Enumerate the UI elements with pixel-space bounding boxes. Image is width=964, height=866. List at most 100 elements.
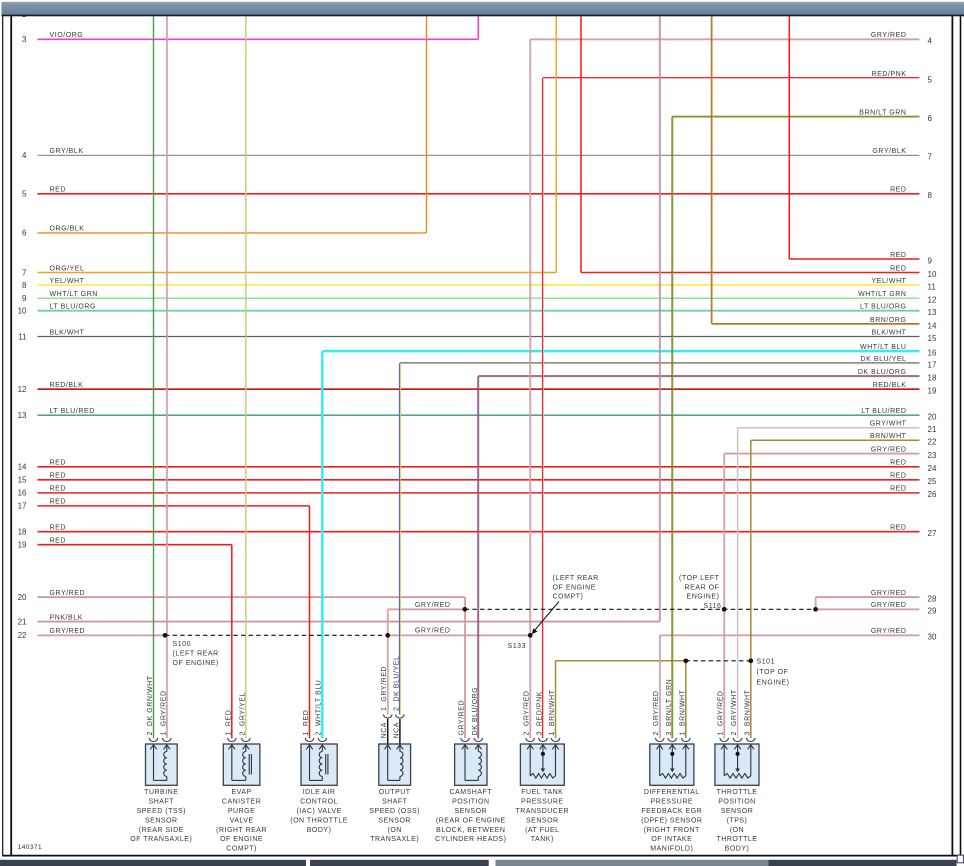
- svg-text:PNK/BLK: PNK/BLK: [50, 614, 83, 621]
- svg-text:18: 18: [18, 528, 27, 537]
- svg-text:POSITION: POSITION: [718, 799, 755, 806]
- svg-text:FUEL TANK: FUEL TANK: [521, 789, 563, 796]
- svg-text:(LEFT REAR: (LEFT REAR: [173, 651, 219, 658]
- svg-text:WHT/LT BLU: WHT/LT BLU: [860, 344, 906, 351]
- svg-text:RED: RED: [890, 473, 906, 480]
- svg-text:4: 4: [22, 151, 27, 160]
- svg-text:8: 8: [928, 191, 933, 200]
- svg-text:16: 16: [928, 348, 937, 357]
- svg-text:6: 6: [928, 114, 933, 123]
- svg-text:SENSOR: SENSOR: [145, 817, 178, 824]
- svg-text:GRY/RED: GRY/RED: [415, 602, 451, 609]
- svg-text:BLK/WHT: BLK/WHT: [50, 329, 85, 336]
- svg-text:1 GRY/RED: 1 GRY/RED: [160, 690, 167, 735]
- svg-text:10: 10: [18, 307, 27, 316]
- svg-text:RED: RED: [890, 525, 906, 532]
- svg-text:(REAR OF ENGINE: (REAR OF ENGINE: [436, 817, 506, 824]
- svg-text:2 GRY/RED: 2 GRY/RED: [653, 690, 660, 735]
- svg-text:TRANSDUCER: TRANSDUCER: [515, 808, 569, 815]
- svg-text:RED: RED: [50, 486, 66, 493]
- svg-text:LT BLU/ORG: LT BLU/ORG: [860, 304, 906, 311]
- svg-text:BODY): BODY): [725, 846, 750, 853]
- svg-text:(IAC) VALVE: (IAC) VALVE: [296, 808, 341, 815]
- svg-text:140371: 140371: [18, 844, 42, 851]
- svg-text:TURBINE: TURBINE: [144, 789, 178, 796]
- svg-text:10: 10: [928, 270, 937, 279]
- svg-text:RED: RED: [50, 525, 66, 532]
- svg-text:SHAFT: SHAFT: [382, 799, 408, 806]
- svg-text:SPEED (OSS): SPEED (OSS): [369, 808, 420, 815]
- svg-text:CONTROL: CONTROL: [300, 799, 338, 806]
- svg-text:DK BLU/ORG: DK BLU/ORG: [472, 687, 479, 736]
- svg-text:RED: RED: [50, 473, 66, 480]
- svg-text:19: 19: [18, 541, 27, 550]
- svg-text:6: 6: [22, 229, 27, 238]
- svg-text:22: 22: [928, 438, 937, 447]
- svg-text:OF INTAKE: OF INTAKE: [651, 836, 692, 843]
- svg-text:YEL/WHT: YEL/WHT: [872, 278, 907, 285]
- svg-text:S116: S116: [703, 603, 721, 610]
- svg-text:GRY/RED: GRY/RED: [871, 32, 907, 39]
- svg-text:PRESSURE: PRESSURE: [651, 799, 694, 806]
- svg-text:RED: RED: [50, 460, 66, 467]
- svg-text:NCA: NCA: [393, 722, 400, 738]
- svg-text:9: 9: [928, 256, 933, 265]
- svg-text:S133: S133: [508, 643, 527, 650]
- svg-text:REAR OF: REAR OF: [685, 584, 720, 591]
- svg-text:8: 8: [22, 281, 27, 290]
- svg-text:15: 15: [928, 334, 937, 343]
- svg-text:2 WHT/LT BLU: 2 WHT/LT BLU: [316, 680, 323, 736]
- svg-text:25: 25: [928, 477, 937, 486]
- svg-text:GRY/RED: GRY/RED: [871, 590, 907, 597]
- svg-text:S101: S101: [757, 659, 776, 666]
- svg-text:28: 28: [928, 594, 937, 603]
- svg-text:BODY): BODY): [307, 827, 332, 834]
- svg-text:GRY/RED: GRY/RED: [871, 628, 907, 635]
- svg-text:RED: RED: [50, 187, 66, 194]
- svg-text:BRN/LT GRN: BRN/LT GRN: [859, 109, 906, 116]
- svg-text:SENSOR: SENSOR: [378, 817, 411, 824]
- svg-text:GRY/BLK: GRY/BLK: [872, 148, 906, 155]
- svg-text:1 BRN/WHT: 1 BRN/WHT: [679, 689, 686, 735]
- svg-text:GRY/RED: GRY/RED: [50, 628, 86, 635]
- svg-text:RED/PNK: RED/PNK: [872, 71, 907, 78]
- svg-text:DK BLU/YEL: DK BLU/YEL: [861, 356, 907, 363]
- svg-text:OF ENGINE: OF ENGINE: [220, 836, 263, 843]
- svg-text:19: 19: [928, 387, 937, 396]
- svg-text:GRY/WHT: GRY/WHT: [870, 421, 907, 428]
- svg-text:30: 30: [928, 633, 937, 642]
- svg-text:(ON THROTTLE: (ON THROTTLE: [290, 817, 348, 824]
- svg-text:RED: RED: [890, 460, 906, 467]
- svg-text:1 RED: 1 RED: [225, 710, 232, 736]
- svg-text:VALVE: VALVE: [230, 817, 254, 824]
- svg-text:OF ENGINE: OF ENGINE: [553, 584, 596, 591]
- svg-text:ENGINE): ENGINE): [757, 680, 790, 687]
- svg-text:2 DK GRN/WHT: 2 DK GRN/WHT: [147, 675, 154, 735]
- svg-text:CANISTER: CANISTER: [222, 799, 261, 806]
- svg-text:11: 11: [18, 332, 27, 341]
- svg-text:9: 9: [22, 294, 27, 303]
- svg-text:THROTTLE: THROTTLE: [717, 789, 758, 796]
- svg-text:BLOCK, BETWEEN: BLOCK, BETWEEN: [436, 827, 505, 834]
- svg-text:RED/BLK: RED/BLK: [873, 382, 907, 389]
- svg-text:BLK/WHT: BLK/WHT: [872, 329, 907, 336]
- svg-text:OF ENGINE): OF ENGINE): [173, 660, 219, 667]
- svg-text:(RIGHT FRONT: (RIGHT FRONT: [644, 827, 700, 834]
- svg-text:RED: RED: [50, 538, 66, 545]
- svg-text:TRANSAXLE): TRANSAXLE): [370, 836, 419, 843]
- svg-text:COMPT): COMPT): [553, 594, 584, 601]
- svg-text:23: 23: [928, 451, 937, 460]
- svg-text:OUTPUT: OUTPUT: [379, 789, 411, 796]
- svg-text:18: 18: [928, 374, 937, 383]
- svg-text:26: 26: [928, 490, 937, 499]
- svg-text:2 GRY/RED: 2 GRY/RED: [524, 690, 531, 735]
- svg-text:3 BRN/WHT: 3 BRN/WHT: [744, 689, 751, 735]
- svg-text:(LEFT REAR: (LEFT REAR: [553, 575, 599, 582]
- svg-text:PURGE: PURGE: [228, 808, 255, 815]
- svg-text:21: 21: [18, 617, 27, 626]
- svg-text:7: 7: [928, 153, 933, 162]
- svg-text:LT BLU/RED: LT BLU/RED: [861, 408, 906, 415]
- svg-text:OF TRANSAXLE): OF TRANSAXLE): [130, 836, 192, 843]
- svg-text:1 RED: 1 RED: [303, 710, 310, 736]
- svg-text:IDLE AIR: IDLE AIR: [303, 789, 336, 796]
